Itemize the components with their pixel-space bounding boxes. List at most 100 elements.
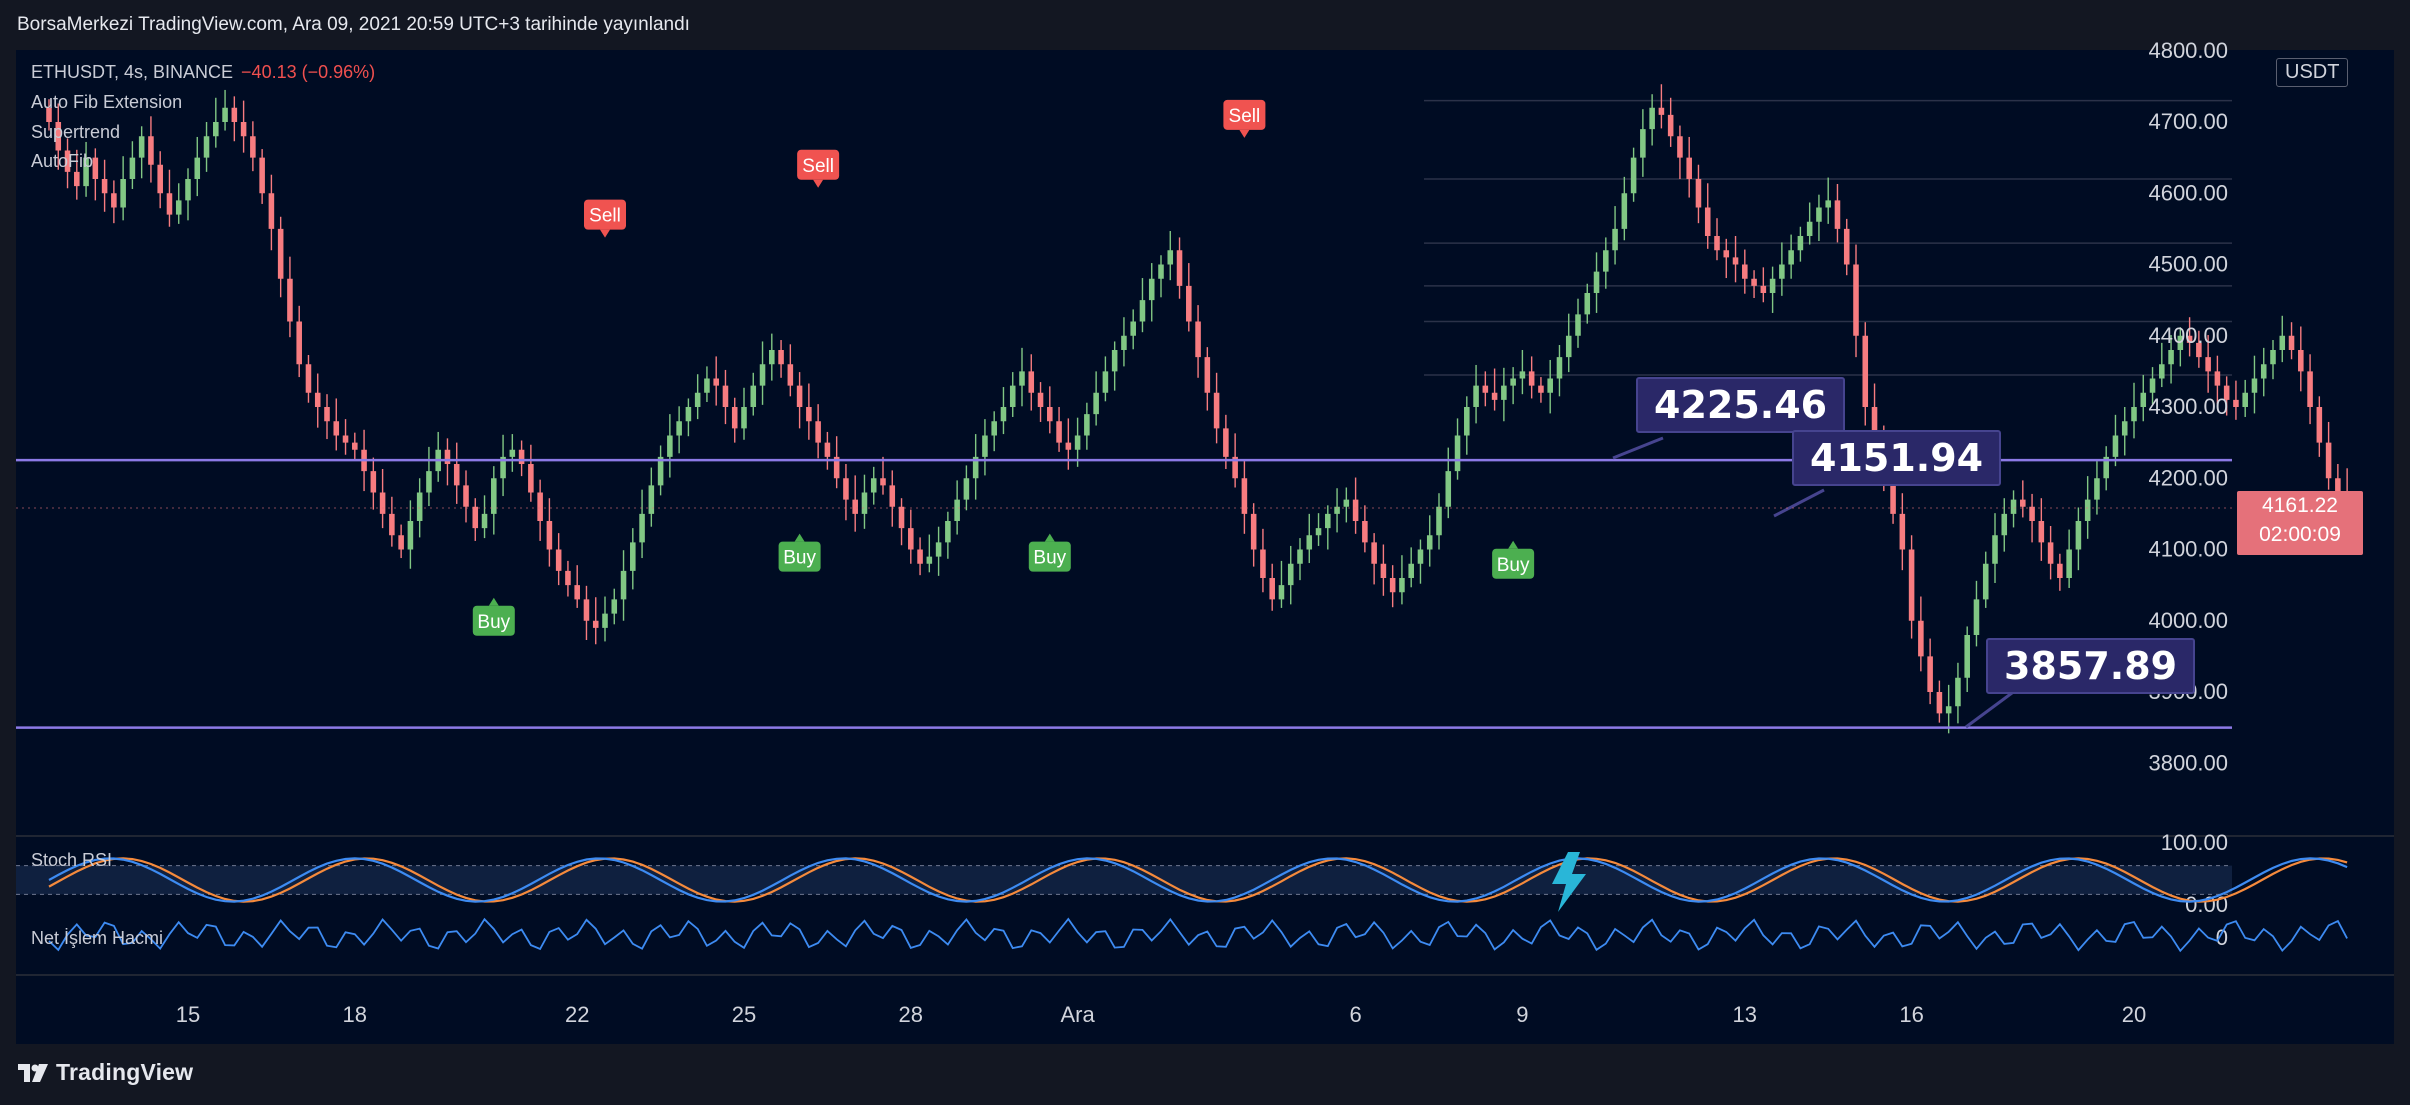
candle <box>954 499 960 521</box>
x-tick-label: 22 <box>565 1002 589 1027</box>
candle <box>1362 521 1368 543</box>
candle <box>1389 578 1396 593</box>
candle <box>2159 364 2165 379</box>
legend-indicator-auto-fib-extension[interactable]: Auto Fib Extension <box>31 92 183 112</box>
candle <box>333 421 340 436</box>
candle <box>2196 342 2202 358</box>
candle <box>2223 385 2230 400</box>
candle <box>630 542 636 571</box>
candle <box>379 492 386 514</box>
y-tick-label: 3800.00 <box>2148 750 2228 775</box>
candle <box>138 136 145 158</box>
candle <box>83 157 89 187</box>
signal-label: Sell <box>589 206 621 227</box>
candle <box>1121 335 1127 350</box>
callout-pointer-1 <box>1773 488 1825 518</box>
candle <box>537 492 543 521</box>
y-tick-label: 4800.00 <box>2148 38 2228 63</box>
candle <box>287 278 293 322</box>
tradingview-logo[interactable]: TradingView <box>18 1059 193 1086</box>
candle <box>64 150 71 172</box>
candle <box>1130 321 1136 336</box>
candle <box>2270 350 2276 365</box>
candle <box>1714 236 1720 251</box>
candle <box>1352 499 1359 521</box>
x-tick-label: 13 <box>1733 1002 1757 1027</box>
candle <box>1593 271 1600 293</box>
candle <box>731 407 738 429</box>
candle <box>1501 385 1507 400</box>
candle <box>444 449 451 464</box>
candle <box>1473 385 1479 407</box>
candle <box>1102 371 1109 393</box>
candle <box>1704 207 1711 236</box>
candle <box>852 499 858 514</box>
y-tick-label: 4100.00 <box>2148 537 2228 562</box>
candle <box>722 385 729 407</box>
signal-label: Buy <box>477 612 510 633</box>
candle <box>1816 207 1822 222</box>
candle <box>861 492 868 514</box>
tradingview-logo-icon <box>18 1063 48 1082</box>
candle <box>1843 228 1850 265</box>
candle <box>926 556 933 564</box>
legend-indicator-supertrend[interactable]: Supertrend <box>31 122 121 142</box>
buy-signal <box>1028 541 1071 572</box>
candle <box>1936 692 1943 714</box>
candle <box>667 435 673 457</box>
candle <box>463 485 469 507</box>
candle <box>917 549 923 564</box>
candle <box>574 585 580 600</box>
sell-signal <box>1223 99 1266 130</box>
candle <box>2177 335 2184 350</box>
candle <box>713 378 719 386</box>
candle <box>1204 357 1211 393</box>
candle <box>2279 335 2286 350</box>
candle <box>1871 407 1878 443</box>
legend-symbol[interactable]: ETHUSDT, 4s, BINANCE −40.13 (−0.96%) <box>31 62 375 83</box>
candle <box>2038 521 2045 543</box>
candle <box>352 442 358 450</box>
candle <box>759 364 766 386</box>
candle <box>1918 620 1924 657</box>
candle <box>2205 357 2211 372</box>
candle <box>1528 371 1535 386</box>
candle <box>1056 421 1062 443</box>
candle <box>843 478 849 500</box>
candle <box>2288 335 2295 350</box>
candle <box>2066 549 2072 578</box>
footer-bar <box>0 1046 2410 1105</box>
candle <box>1176 250 1183 286</box>
candle <box>407 521 414 550</box>
candle <box>1565 335 1572 358</box>
candle <box>1899 513 1906 550</box>
candle <box>1065 442 1072 450</box>
candle <box>555 549 562 571</box>
net-volume-label[interactable]: Net İşlem Hacmi <box>31 928 164 948</box>
candle <box>620 570 627 600</box>
candle <box>806 407 812 422</box>
stoch-rsi-label[interactable]: Stoch RSI <box>31 850 113 870</box>
candle <box>305 364 312 393</box>
lightning-icon <box>1552 852 1586 912</box>
candle <box>972 456 979 479</box>
candle <box>1890 478 1896 514</box>
legend-indicator-autofib[interactable]: AutoFib <box>31 151 94 171</box>
candle <box>1695 179 1702 208</box>
x-tick-label: Ara <box>1060 1002 1095 1027</box>
candle <box>2335 478 2341 493</box>
candle <box>1658 107 1665 115</box>
candle <box>1278 585 1285 600</box>
candle <box>1260 549 1266 578</box>
buy-signal <box>472 605 515 636</box>
last-price-badge: 4161.22 02:00:09 <box>2237 491 2363 555</box>
signal-pointer <box>1239 129 1250 138</box>
candle <box>509 449 516 457</box>
candle <box>2149 378 2156 393</box>
candle <box>1037 392 1044 407</box>
currency-badge[interactable]: USDT <box>2276 58 2349 87</box>
stoch-rsi-tick: 100.00 <box>2161 830 2228 855</box>
candle <box>2121 421 2128 436</box>
candle <box>2103 456 2109 479</box>
